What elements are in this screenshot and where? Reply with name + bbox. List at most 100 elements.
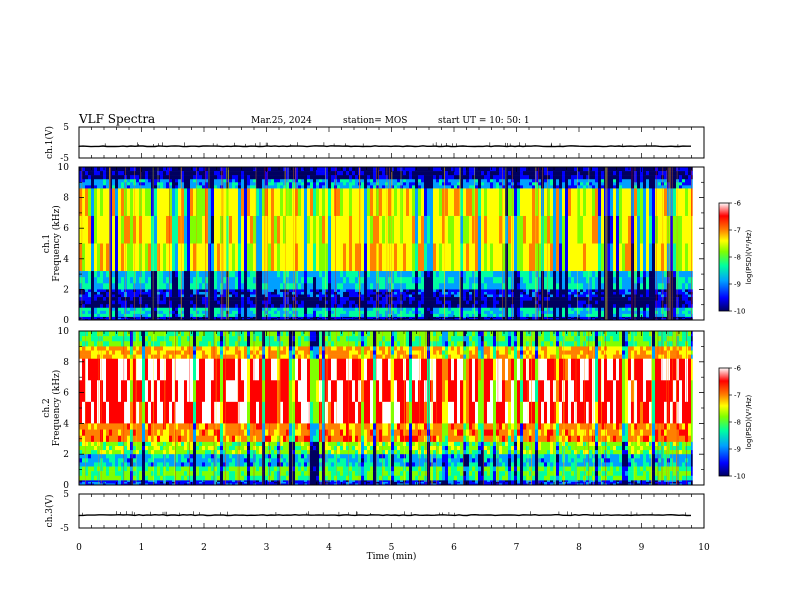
spectrogram-cell (361, 289, 364, 293)
spectrogram-cell (682, 294, 685, 298)
spectrogram-cell (460, 182, 463, 186)
spectrogram-cell (79, 167, 82, 172)
spectrogram-cell (445, 307, 448, 312)
spectrogram-cell (364, 317, 367, 320)
spectrogram-cell (286, 304, 289, 309)
spectrogram-cell (460, 283, 463, 290)
spectrogram-cell (436, 310, 439, 315)
spectrogram-cell (352, 300, 355, 305)
spectrogram-cell (382, 307, 385, 312)
spectrogram-cell (247, 294, 250, 298)
spectrogram-cell (565, 188, 568, 217)
spectrogram-cell (436, 188, 439, 217)
spectrogram-cell (328, 294, 331, 298)
spectrogram-cell (463, 271, 466, 278)
spectrogram-cell (307, 188, 310, 217)
spectrogram-cell (481, 317, 484, 320)
spectrogram-cell (568, 215, 571, 244)
spectrogram-cell (574, 289, 577, 293)
spectrogram-cell (184, 304, 187, 309)
spectrogram-cell (280, 289, 283, 293)
spectrogram-cell (499, 316, 502, 319)
spectrogram-cell (493, 185, 496, 189)
spectrogram-cell (610, 188, 613, 217)
spectrogram-cell (361, 167, 364, 172)
spectrogram-cell (205, 316, 208, 319)
spectrogram-cell (673, 307, 676, 312)
spectrogram-cell (424, 297, 427, 301)
spectrogram-cell (79, 179, 82, 183)
spectrogram-cell (646, 289, 649, 293)
spectrogram-cell (622, 215, 625, 244)
spectrogram-cell (439, 182, 442, 186)
spectrogram-cell (400, 215, 403, 244)
spectrogram-cell (451, 316, 454, 319)
spectrogram-cell (556, 243, 559, 272)
spectrogram-cell (595, 297, 598, 301)
spectrogram-cell (547, 313, 550, 318)
spectrogram-cell (118, 182, 121, 186)
spectrogram-cell (277, 300, 280, 305)
spectrogram-cell (547, 271, 550, 278)
spectrogram-cell (640, 307, 643, 312)
spectrogram-cell (178, 307, 181, 312)
spectrogram-cell (151, 215, 154, 244)
spectrogram-cell (199, 294, 202, 298)
spectrogram-cell (136, 297, 139, 301)
spectrogram-cell (130, 294, 133, 298)
spectrogram-cell (481, 291, 484, 295)
spectrogram-cell (322, 167, 325, 172)
spectrogram-cell (562, 291, 565, 295)
spectrogram-cell (466, 175, 469, 180)
spectrogram-cell (481, 243, 484, 272)
spectrogram-cell (136, 185, 139, 189)
spectrogram-cell (130, 182, 133, 186)
spectrogram-cell (487, 271, 490, 278)
spectrogram-cell (82, 243, 85, 272)
spectrogram-cell (397, 300, 400, 305)
spectrogram-cell (373, 188, 376, 217)
spectrogram-cell (493, 316, 496, 319)
spectrogram-cell (622, 304, 625, 309)
spectrogram-cell (556, 307, 559, 312)
spectrogram-cell (391, 291, 394, 295)
spectrogram-cell (235, 294, 238, 298)
spectrogram-cell (361, 277, 364, 284)
spectrogram-cell (496, 182, 499, 186)
spectrogram-cell (151, 188, 154, 217)
spectrogram-cell (373, 271, 376, 278)
spectrogram-cell (160, 304, 163, 309)
spectrogram-cell (544, 215, 547, 244)
spectrogram-cell (157, 316, 160, 319)
spectrogram-cell (430, 271, 433, 278)
spectrogram-cell (205, 291, 208, 295)
spectrogram-cell (316, 283, 319, 290)
spectrogram-cell (205, 182, 208, 186)
spectrogram-cell (664, 297, 667, 301)
spectrogram-cell (616, 316, 619, 319)
spectrogram-cell (304, 271, 307, 278)
spectrogram-cell (400, 294, 403, 298)
spectrogram-cell (553, 271, 556, 278)
spectrogram-cell (79, 171, 82, 176)
spectrogram-cell (412, 271, 415, 278)
spectrogram-cell (412, 277, 415, 284)
spectrogram-cell (415, 175, 418, 180)
spectrogram-cell (523, 185, 526, 189)
spectrogram-cell (313, 297, 316, 301)
spectrogram-cell (256, 171, 259, 176)
spectrogram-cell (586, 185, 589, 189)
spectrogram-cell (310, 307, 313, 312)
spectrogram-cell (106, 289, 109, 293)
spectrogram-cell (157, 277, 160, 284)
spectrogram-cell (436, 175, 439, 180)
spectrogram-cell (433, 317, 436, 320)
spectrogram-cell (514, 294, 517, 298)
spectrogram-cell (280, 297, 283, 301)
spectrogram-cell (340, 313, 343, 318)
spectrogram-cell (148, 297, 151, 301)
spectrogram-cell (202, 294, 205, 298)
spectrogram-cell (553, 215, 556, 244)
spectrogram-cell (259, 185, 262, 189)
spectrogram-cell (361, 307, 364, 312)
